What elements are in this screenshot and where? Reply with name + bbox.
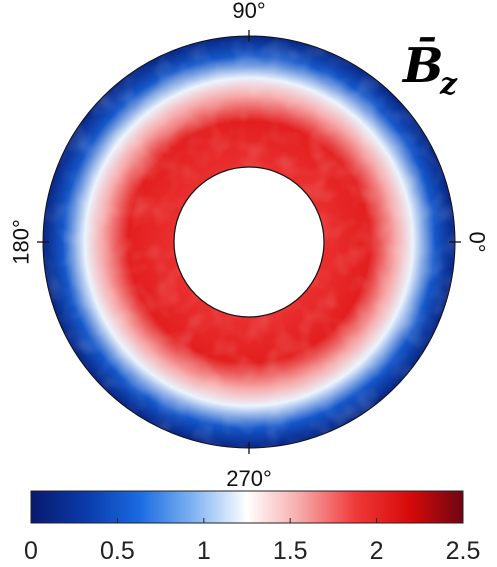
- colorbar-tick-label: 2.5: [446, 537, 481, 565]
- angle-tick-label: 0°: [465, 231, 490, 252]
- chart-title: B̄ z: [401, 36, 458, 102]
- angle-tick-label: 270°: [226, 466, 272, 491]
- angle-axis: 0° 90° 180° 270°: [9, 0, 490, 491]
- colorbar-tick-label: 1.5: [273, 537, 308, 565]
- title-symbol: B̄: [401, 36, 444, 94]
- title-subscript: z: [439, 67, 458, 102]
- colorbar-ticks: 0 0.5 1 1.5 2 2.5: [24, 518, 480, 565]
- colorbar-bar: [30, 490, 464, 524]
- inner-hole: [173, 166, 325, 318]
- colorbar-tick-label: 1: [197, 537, 211, 565]
- colorbar-tick-label: 0.5: [100, 537, 135, 565]
- colorbar-tick-label: 2: [370, 537, 384, 565]
- angle-tick-label: 180°: [9, 219, 34, 265]
- colorbar-tick-label: 0: [24, 537, 38, 565]
- angle-tick-label: 90°: [232, 0, 265, 23]
- colorbar: 0 0.5 1 1.5 2 2.5: [24, 490, 480, 565]
